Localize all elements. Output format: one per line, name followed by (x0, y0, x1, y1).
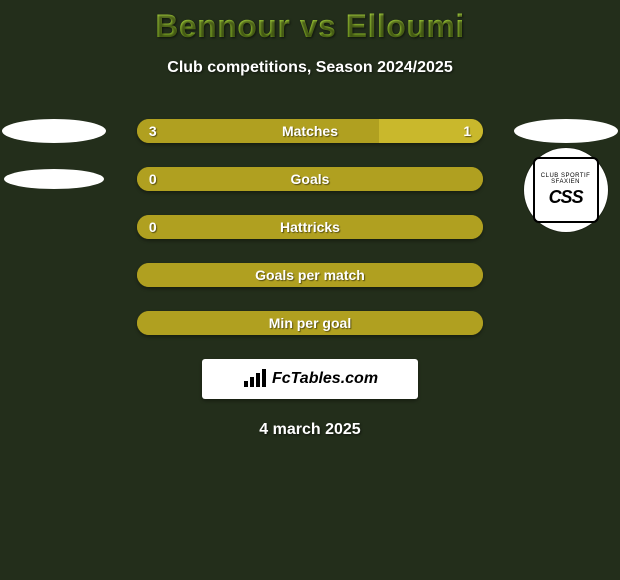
page-title: Bennour vs Elloumi (0, 0, 620, 45)
bar-chart-icon (242, 369, 268, 389)
stat-rows: 3 Matches 1 0 Goals (0, 119, 620, 335)
left-team-badge (0, 106, 109, 156)
club-logo: CLUB SPORTIF SFAXIEN CSS (524, 148, 608, 232)
stat-label: Hattricks (137, 219, 483, 235)
stat-bar: 0 Goals (137, 167, 483, 191)
footer-date: 4 march 2025 (0, 421, 620, 439)
club-abbrev: CSS (549, 187, 583, 208)
stat-right-value: 1 (463, 123, 471, 139)
stat-label: Matches (137, 123, 483, 139)
stat-row: 0 Goals CLUB SPORTIF SFAXIEN CSS (0, 167, 620, 191)
left-team-badge (0, 154, 109, 204)
club-arc-text: CLUB SPORTIF SFAXIEN (535, 173, 597, 185)
ellipse-icon (514, 119, 618, 143)
ellipse-icon (2, 119, 106, 143)
brand-name: FcTables.com (272, 370, 378, 388)
stat-bar: 3 Matches 1 (137, 119, 483, 143)
stat-row: 3 Matches 1 (0, 119, 620, 143)
stat-bar: 0 Hattricks (137, 215, 483, 239)
comparison-card: Bennour vs Elloumi Club competitions, Se… (0, 0, 620, 580)
page-subtitle: Club competitions, Season 2024/2025 (0, 59, 620, 77)
stat-row: Goals per match (0, 263, 620, 287)
stat-row: Min per goal (0, 311, 620, 335)
stat-label: Min per goal (137, 315, 483, 331)
stat-row: 0 Hattricks (0, 215, 620, 239)
ellipse-icon (4, 169, 104, 189)
stat-bar: Min per goal (137, 311, 483, 335)
stat-bar: Goals per match (137, 263, 483, 287)
stat-label: Goals per match (137, 267, 483, 283)
brand-badge[interactable]: FcTables.com (202, 359, 418, 399)
stat-label: Goals (137, 171, 483, 187)
right-club-badge: CLUB SPORTIF SFAXIEN CSS (511, 154, 620, 204)
